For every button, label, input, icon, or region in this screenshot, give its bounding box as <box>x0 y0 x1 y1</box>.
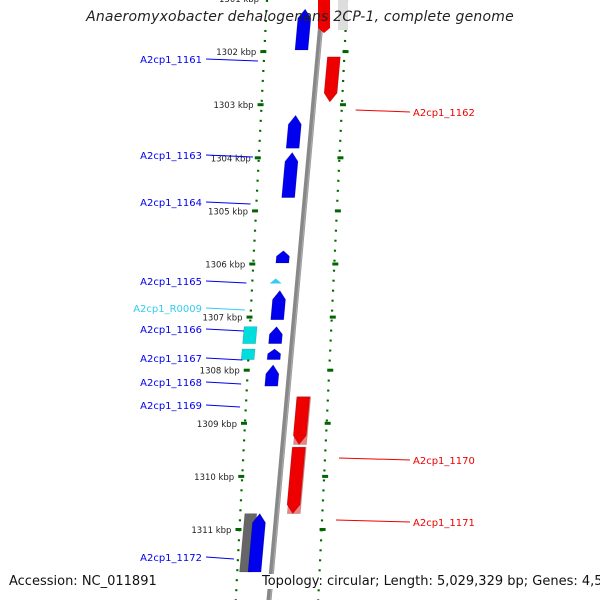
gene-leader-line <box>205 357 243 361</box>
gene-leader-line <box>205 404 241 408</box>
gene-leader-line <box>205 154 254 158</box>
gene-forward-arrow <box>281 151 299 198</box>
kbp-tick-label: 1308 kbp <box>200 367 240 377</box>
gene-forward-arrow <box>270 290 286 321</box>
gene-label: A2cp1_1169 <box>140 401 202 412</box>
kbp-tick-label: 1311 kbp <box>191 526 231 536</box>
map-title: Anaeromyxobacter dehalogenans 2CP-1, com… <box>86 9 514 25</box>
gene-leader-line <box>205 381 242 385</box>
gene-leader-line <box>335 519 411 523</box>
gene-label: A2cp1_1165 <box>140 277 202 288</box>
gene-reverse-arrow <box>286 446 306 515</box>
outer-ruler-dots <box>317 0 349 600</box>
gene-forward-arrow <box>266 348 281 360</box>
kbp-tick-label: 1307 kbp <box>202 314 242 324</box>
gene-forward-arrow <box>264 364 280 387</box>
kbp-tick-label: 1310 kbp <box>194 473 234 483</box>
kbp-tick-label: 1303 kbp <box>213 101 253 111</box>
kbp-tick-label: 1302 kbp <box>216 48 256 58</box>
rna-gene-mark <box>269 278 282 284</box>
gene-forward-arrow <box>247 513 266 573</box>
pseudo-feature-forward <box>240 348 256 360</box>
gene-leader-line <box>338 457 411 461</box>
gene-leader-line <box>205 58 259 62</box>
gene-leader-line <box>205 556 235 560</box>
gene-forward-arrow <box>294 8 312 51</box>
inner-ruler-dots <box>234 0 269 600</box>
kbp-tick-label: 1304 kbp <box>211 154 251 164</box>
gene-label: A2cp1_1161 <box>140 55 202 66</box>
gene-label: A2cp1_1170 <box>413 456 475 467</box>
gene-label: A2cp1_1172 <box>140 553 202 564</box>
gene-label: A2cp1_1164 <box>140 198 202 209</box>
genome-backbone-highlight <box>269 0 326 600</box>
kbp-tick-label: 1306 kbp <box>205 261 245 271</box>
gene-leader-line <box>205 280 247 284</box>
gene-label: A2cp1_1167 <box>140 354 202 365</box>
genome-summary-text: Topology: circular; Length: 5,029,329 bp… <box>260 574 600 589</box>
kbp-tick-label: 1305 kbp <box>208 207 248 217</box>
gene-forward-arrow <box>268 326 283 344</box>
gene-forward-arrow <box>285 114 302 149</box>
gene-label: A2cp1_1166 <box>140 325 202 336</box>
kbp-tick-label: 1309 kbp <box>197 420 237 430</box>
genome-backbone <box>266 0 326 600</box>
accession-text: Accession: NC_011891 <box>9 574 160 589</box>
gene-label: A2cp1_R0009 <box>133 304 202 315</box>
gene-label: A2cp1_1168 <box>140 378 202 389</box>
gene-leader-line <box>355 109 411 113</box>
kbp-tick-label: 1301 kbp <box>219 0 259 5</box>
pseudo-feature-forward <box>242 326 258 344</box>
gene-label: A2cp1_1162 <box>413 108 475 119</box>
gene-leader-line <box>205 307 246 311</box>
gene-label: A2cp1_1163 <box>140 151 202 162</box>
map-layer: 1301 kbp 1302 kbp 1303 kbp 1304 kbp 1305 kbp… <box>133 0 475 600</box>
gene-reverse-arrow <box>323 56 341 103</box>
gene-forward-arrow <box>275 250 290 264</box>
gene-leader-line <box>205 201 251 205</box>
gene-label: A2cp1_1171 <box>413 518 475 529</box>
edge-feature-grey <box>338 0 348 30</box>
gene-reverse-arrow <box>292 396 311 446</box>
edge-feature-reverse <box>318 0 330 33</box>
gene-leader-line <box>205 328 244 332</box>
